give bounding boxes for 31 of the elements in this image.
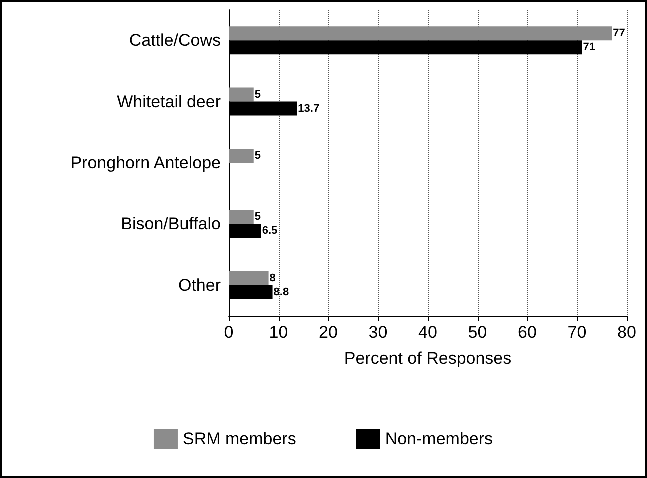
data-label: 5 xyxy=(254,211,261,224)
x-tick-label: 10 xyxy=(269,323,288,342)
x-tick-label: 40 xyxy=(418,323,438,342)
data-label: 8 xyxy=(270,272,276,284)
x-axis-title: Percent of Responses xyxy=(344,349,512,368)
data-label: 6.5 xyxy=(262,225,278,238)
x-tick-label: 0 xyxy=(224,323,234,342)
x-tick-label: 50 xyxy=(468,323,488,342)
bar xyxy=(229,271,269,286)
data-label: 5 xyxy=(254,88,261,101)
y-tick-label: Pronghorn Antelope xyxy=(70,154,221,172)
data-label: 13.7 xyxy=(298,102,320,115)
x-tick-label: 30 xyxy=(368,323,388,342)
x-tick-label: 60 xyxy=(518,323,537,342)
y-tick-label: Cattle/Cows xyxy=(129,31,221,50)
bar xyxy=(229,149,254,163)
x-tick-label: 20 xyxy=(319,323,338,342)
data-label: 77 xyxy=(613,28,626,40)
x-tick-label: 70 xyxy=(568,323,587,342)
y-tick-label: Other xyxy=(178,276,222,295)
data-label: 8.8 xyxy=(274,286,290,298)
bar xyxy=(229,88,254,102)
y-tick-label: Whitetail deer xyxy=(117,92,222,112)
x-tick-label: 80 xyxy=(618,323,636,342)
legend-label: SRM members xyxy=(182,430,296,448)
legend-label: Non-members xyxy=(385,430,494,448)
bar xyxy=(229,210,254,224)
y-tick-label: Bison/Buffalo xyxy=(121,214,221,234)
data-label: 71 xyxy=(583,42,596,54)
bar xyxy=(229,26,612,41)
data-label: 5 xyxy=(254,150,261,162)
